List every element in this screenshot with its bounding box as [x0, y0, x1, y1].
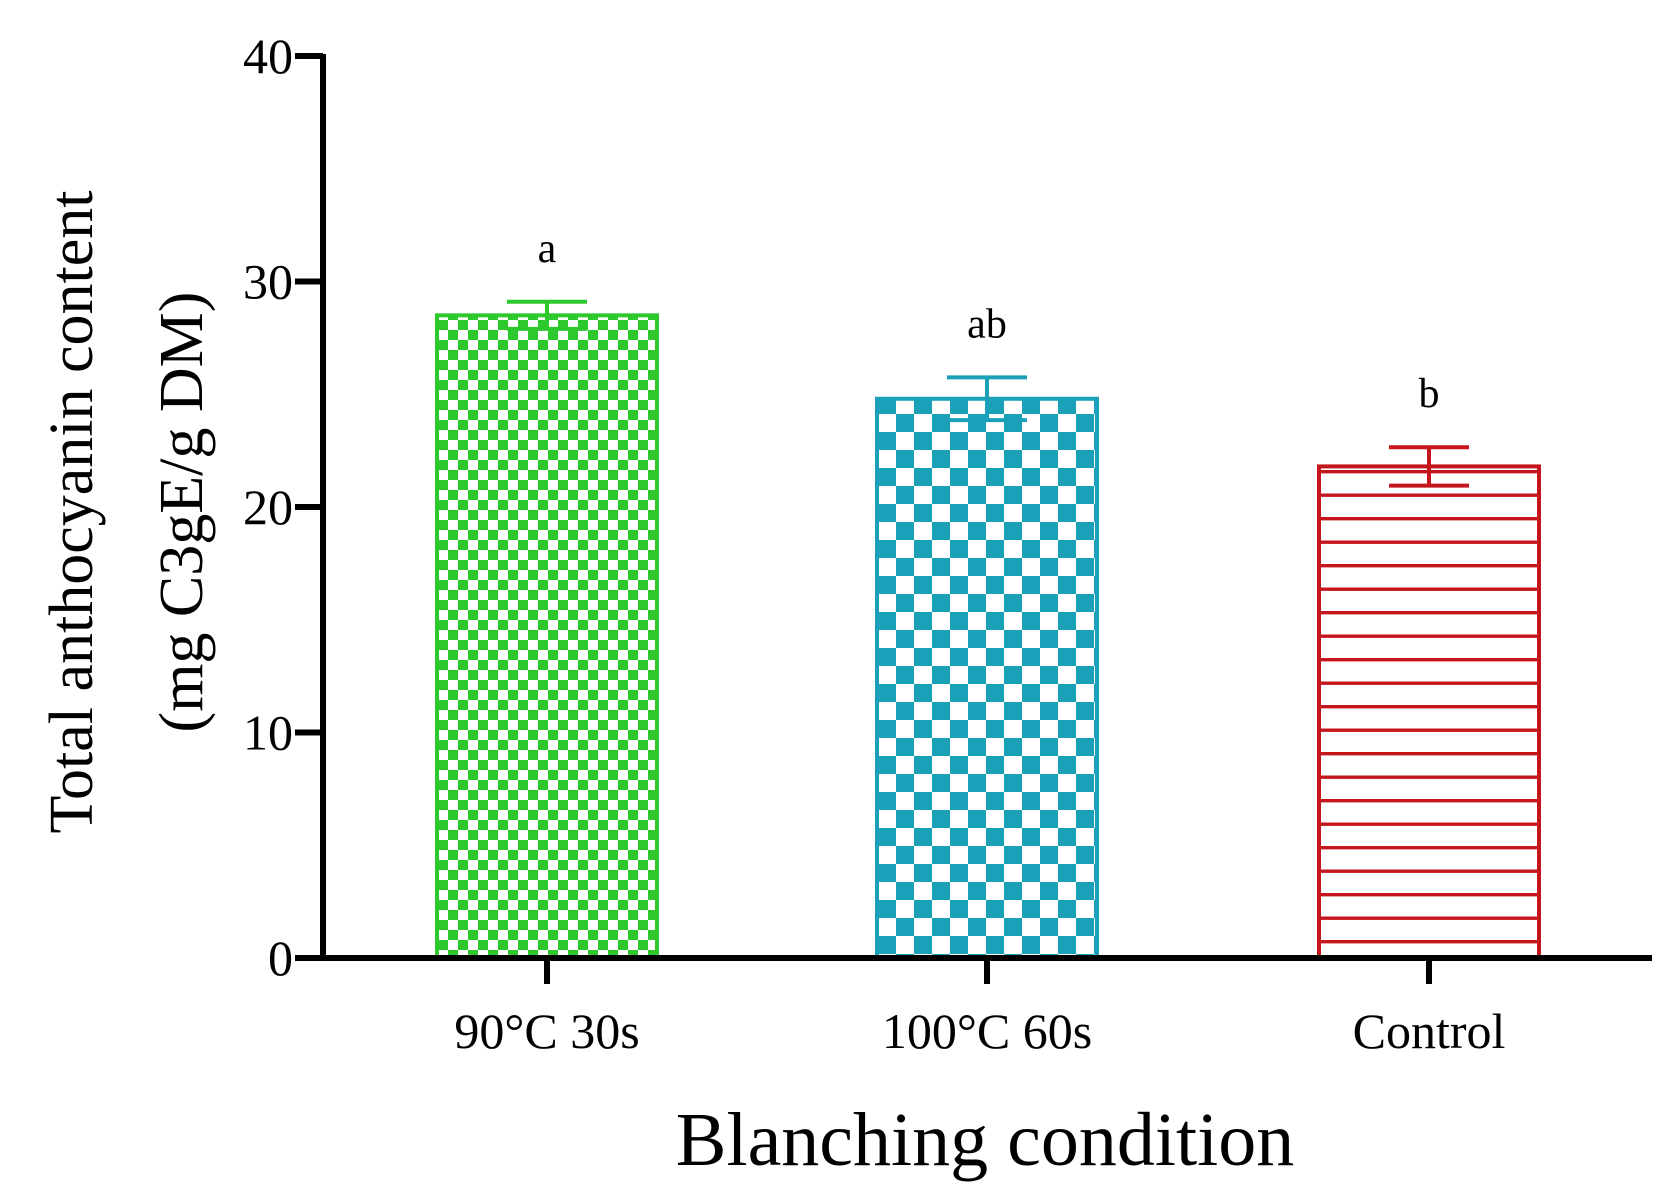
y-axis-title-line1: Total anthocyanin content — [38, 190, 106, 833]
error-bar-3 — [1389, 445, 1469, 488]
y-ticks: 0 10 20 30 40 — [243, 28, 323, 986]
y-tick-label-10: 10 — [243, 705, 293, 761]
y-axis-title: Total anthocyanin content (mg C3gE/g DM) — [38, 190, 216, 833]
x-tick-label-3: Control — [1353, 1003, 1506, 1059]
significance-letters: a ab b — [538, 226, 1440, 417]
x-ticks: 90°C 30s 100°C 60s Control — [454, 958, 1505, 1059]
x-axis-title: Blanching condition — [676, 1098, 1294, 1182]
error-bar-2 — [947, 375, 1027, 423]
bar-2 — [875, 396, 1099, 960]
significance-letter-3: b — [1419, 371, 1440, 417]
x-tick-label-2: 100°C 60s — [882, 1003, 1092, 1059]
bar-3 — [1317, 464, 1541, 960]
bar-1 — [435, 313, 659, 960]
y-axis-title-line2: (mg C3gE/g DM) — [148, 292, 216, 733]
error-bar-1 — [507, 299, 587, 331]
y-tick-label-30: 30 — [243, 254, 293, 310]
y-tick-label-0: 0 — [268, 930, 293, 986]
y-tick-label-40: 40 — [243, 28, 293, 84]
x-tick-label-1: 90°C 30s — [454, 1003, 639, 1059]
error-bars — [507, 299, 1469, 488]
significance-letter-2: ab — [967, 301, 1007, 347]
significance-letter-1: a — [538, 226, 557, 272]
y-tick-label-20: 20 — [243, 479, 293, 535]
